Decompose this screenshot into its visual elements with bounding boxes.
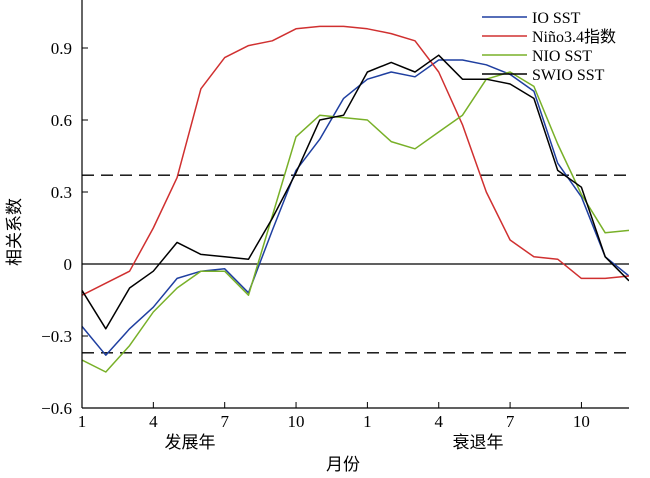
series-line-2 (82, 71, 629, 373)
series-line-0 (82, 59, 629, 356)
x-tick-label: 7 (220, 412, 229, 431)
y-tick-label: 0.9 (51, 39, 72, 58)
y-tick-label: 0.3 (51, 183, 72, 202)
y-tick-label: 0 (64, 255, 73, 274)
y-tick-label: 0.6 (51, 111, 72, 130)
x-tick-label: 1 (78, 412, 87, 431)
x-group-label-decay-year: 衰退年 (453, 433, 504, 453)
x-axis-label: 月份 (326, 455, 360, 475)
axes (81, 0, 629, 409)
series-lines (82, 25, 629, 373)
x-group-label-development-year: 发展年 (165, 433, 216, 453)
reference-lines (82, 174, 629, 354)
legend-label: SWIO SST (532, 67, 605, 84)
legend-label: NIO SST (532, 48, 592, 65)
x-tick-label: 10 (573, 412, 590, 431)
x-tick-label: 10 (288, 412, 305, 431)
legend-label: Niño3.4指数 (532, 28, 616, 46)
x-tick-label: 7 (506, 412, 515, 431)
y-axis-ticks: −0.6 −0.3 0 0.3 0.6 0.9 (41, 39, 88, 418)
y-tick-label: −0.6 (41, 399, 72, 418)
y-axis-label: 相关系数 (5, 198, 25, 266)
x-axis-ticks: 1 4 7 10 1 4 7 10 (78, 402, 590, 431)
y-tick-label: −0.3 (41, 327, 72, 346)
series-line-3 (82, 54, 629, 330)
x-tick-label: 1 (363, 412, 372, 431)
x-tick-label: 4 (149, 412, 158, 431)
legend-label: IO SST (532, 10, 581, 27)
x-tick-label: 4 (434, 412, 443, 431)
series-line-1 (82, 25, 629, 296)
